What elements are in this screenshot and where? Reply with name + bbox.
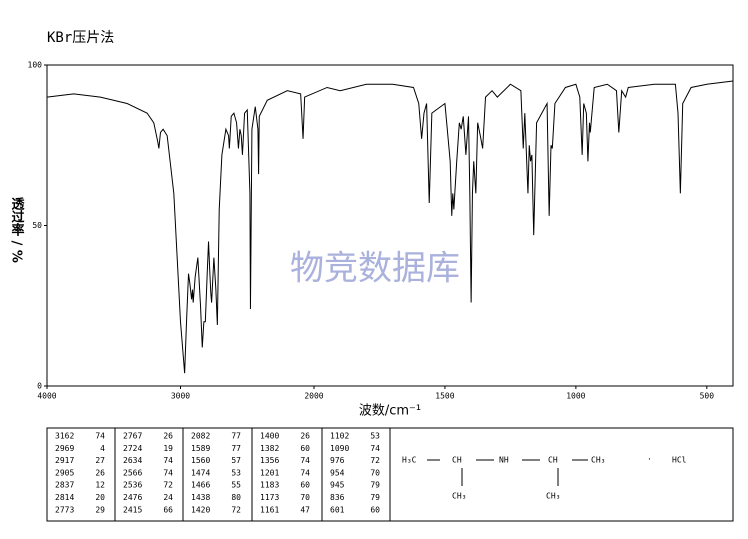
plot-frame	[46, 64, 734, 387]
peak-transmittance: 29	[95, 505, 105, 514]
peak-wavenumber: 1356	[260, 456, 279, 465]
peak-wavenumber: 945	[330, 481, 345, 490]
atom-label: CH₃	[452, 492, 466, 501]
peak-wavenumber: 1438	[191, 493, 210, 502]
atom-label: CH	[548, 456, 558, 465]
peak-wavenumber: 1090	[330, 444, 349, 453]
peak-transmittance: 26	[163, 432, 173, 441]
x-tick-label: 3000	[171, 392, 190, 401]
peak-transmittance: 70	[300, 493, 310, 502]
peak-wavenumber: 601	[330, 505, 345, 514]
peak-transmittance: 47	[300, 505, 310, 514]
peak-transmittance: 60	[370, 505, 380, 514]
peak-wavenumber: 1173	[260, 493, 279, 502]
peak-transmittance: 26	[95, 468, 105, 477]
peak-transmittance: 53	[370, 432, 380, 441]
bonds	[427, 459, 588, 486]
peak-transmittance: 80	[231, 493, 241, 502]
chart-title: KBr压片法	[47, 30, 114, 46]
peak-wavenumber: 1466	[191, 481, 210, 490]
peak-wavenumber: 2814	[55, 493, 74, 502]
peak-transmittance: 60	[300, 481, 310, 490]
peak-wavenumber: 1102	[330, 432, 349, 441]
x-tick-label: 1500	[435, 392, 454, 401]
y-axis-label: 透过率 / %	[9, 197, 25, 263]
y-tick-label: 50	[32, 221, 42, 230]
peak-transmittance: 55	[231, 481, 241, 490]
peak-wavenumber: 2724	[123, 444, 142, 453]
peak-transmittance: 20	[95, 493, 105, 502]
peak-transmittance: 60	[300, 444, 310, 453]
peak-wavenumber: 1382	[260, 444, 279, 453]
peak-transmittance: 4	[100, 444, 105, 453]
peak-wavenumber: 1474	[191, 468, 210, 477]
peak-transmittance: 66	[163, 505, 173, 514]
peak-transmittance: 79	[370, 493, 380, 502]
peak-transmittance: 74	[370, 444, 380, 453]
peak-wavenumber: 976	[330, 456, 345, 465]
peak-transmittance: 77	[231, 444, 241, 453]
watermark: 物竞数据库	[290, 249, 460, 289]
peak-wavenumber: 2634	[123, 456, 142, 465]
peak-transmittance: 53	[231, 468, 241, 477]
peak-transmittance: 77	[231, 432, 241, 441]
peak-wavenumber: 1420	[191, 505, 210, 514]
peak-wavenumber: 1201	[260, 468, 279, 477]
table-dividers	[114, 428, 391, 521]
peak-transmittance: 72	[231, 505, 241, 514]
peak-transmittance: 70	[370, 468, 380, 477]
peak-wavenumber: 3162	[55, 432, 74, 441]
peak-wavenumber: 954	[330, 468, 345, 477]
atom-label: CH	[452, 456, 462, 465]
peak-transmittance: 74	[163, 468, 173, 477]
peak-transmittance: 72	[163, 481, 173, 490]
peak-transmittance: 74	[300, 468, 310, 477]
peak-wavenumber: 2773	[55, 505, 74, 514]
salt-label: HCl	[672, 456, 687, 465]
peak-wavenumber: 2415	[123, 505, 142, 514]
peak-wavenumber: 2837	[55, 481, 74, 490]
peak-transmittance: 27	[95, 456, 105, 465]
x-axis-label: 波数/cm⁻¹	[359, 404, 421, 419]
x-tick-label: 1000	[566, 392, 585, 401]
y-tick-label: 100	[28, 61, 43, 70]
peak-wavenumber: 1183	[260, 481, 279, 490]
peak-transmittance: 57	[231, 456, 241, 465]
peak-wavenumber: 2082	[191, 432, 210, 441]
atom-label: CH₃	[546, 492, 560, 501]
atom-label: CH₃	[591, 456, 605, 465]
peak-wavenumber: 2969	[55, 444, 74, 453]
peak-transmittance: 19	[163, 444, 173, 453]
peak-transmittance: 72	[370, 456, 380, 465]
peak-wavenumber: 1589	[191, 444, 210, 453]
spectrum-line	[46, 80, 734, 374]
peak-transmittance: 74	[95, 432, 105, 441]
peak-transmittance: 79	[370, 481, 380, 490]
peak-wavenumber: 1400	[260, 432, 279, 441]
x-tick-label: 2000	[304, 392, 323, 401]
x-tick-label: 500	[700, 392, 715, 401]
peak-transmittance: 74	[300, 456, 310, 465]
dot: ·	[647, 455, 652, 464]
peak-transmittance: 74	[163, 456, 173, 465]
peak-wavenumber: 1560	[191, 456, 210, 465]
peak-transmittance: 24	[163, 493, 173, 502]
peak-wavenumber: 2917	[55, 456, 74, 465]
peak-wavenumber: 2566	[123, 468, 142, 477]
peak-wavenumber: 2767	[123, 432, 142, 441]
atom-label: NH	[499, 456, 509, 465]
peak-wavenumber: 2905	[55, 468, 74, 477]
peak-wavenumber: 836	[330, 493, 345, 502]
peak-wavenumber: 2536	[123, 481, 142, 490]
peak-wavenumber: 2476	[123, 493, 142, 502]
peak-transmittance: 26	[300, 432, 310, 441]
peak-wavenumber: 1161	[260, 505, 279, 514]
atom-label: H₃C	[402, 456, 417, 465]
y-tick-label: 0	[37, 382, 42, 391]
peak-transmittance: 12	[95, 481, 105, 490]
x-tick-label: 4000	[37, 392, 56, 401]
